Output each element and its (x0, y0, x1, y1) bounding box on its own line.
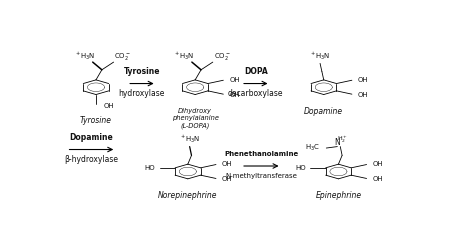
Text: OH: OH (229, 76, 240, 83)
Text: OH: OH (373, 176, 383, 182)
Text: OH: OH (222, 161, 232, 167)
Text: Dopamine: Dopamine (70, 133, 113, 142)
Text: decarboxylase: decarboxylase (228, 89, 283, 98)
Text: OH: OH (358, 76, 368, 83)
Text: Tyrosine: Tyrosine (80, 116, 112, 125)
Text: Norepinephrine: Norepinephrine (158, 191, 218, 200)
Text: CO$_2^-$: CO$_2^-$ (114, 51, 131, 62)
Text: OH: OH (358, 92, 368, 98)
Text: Dihydroxy
phenylalanine
(L-DOPA): Dihydroxy phenylalanine (L-DOPA) (172, 108, 219, 129)
Text: N: N (335, 139, 340, 147)
Text: HO: HO (295, 165, 306, 171)
Text: $^+$H$_3$N: $^+$H$_3$N (179, 134, 201, 145)
Text: DOPA: DOPA (244, 67, 268, 76)
Text: HO: HO (144, 165, 155, 171)
Text: $^+$H$_3$N: $^+$H$_3$N (173, 50, 194, 62)
Text: OH: OH (222, 176, 232, 182)
Text: Dopamine: Dopamine (304, 107, 343, 115)
Text: Epinephrine: Epinephrine (315, 191, 362, 200)
Text: H$_2^+$: H$_2^+$ (337, 134, 347, 145)
Text: Phenethanolamine: Phenethanolamine (224, 151, 299, 157)
Text: Tyrosine: Tyrosine (124, 67, 160, 76)
Text: $^+$H$_3$N: $^+$H$_3$N (74, 50, 95, 62)
Text: β-hydroxylase: β-hydroxylase (64, 155, 118, 164)
Text: OH: OH (373, 161, 383, 167)
Text: N-methyltransferase: N-methyltransferase (225, 173, 297, 179)
Text: OH: OH (229, 92, 240, 98)
Text: hydroxylase: hydroxylase (118, 89, 165, 98)
Text: H$_3$C: H$_3$C (305, 143, 320, 153)
Text: $^+$H$_3$N: $^+$H$_3$N (310, 51, 331, 62)
Text: OH: OH (104, 104, 115, 109)
Text: CO$_2^-$: CO$_2^-$ (213, 51, 230, 62)
